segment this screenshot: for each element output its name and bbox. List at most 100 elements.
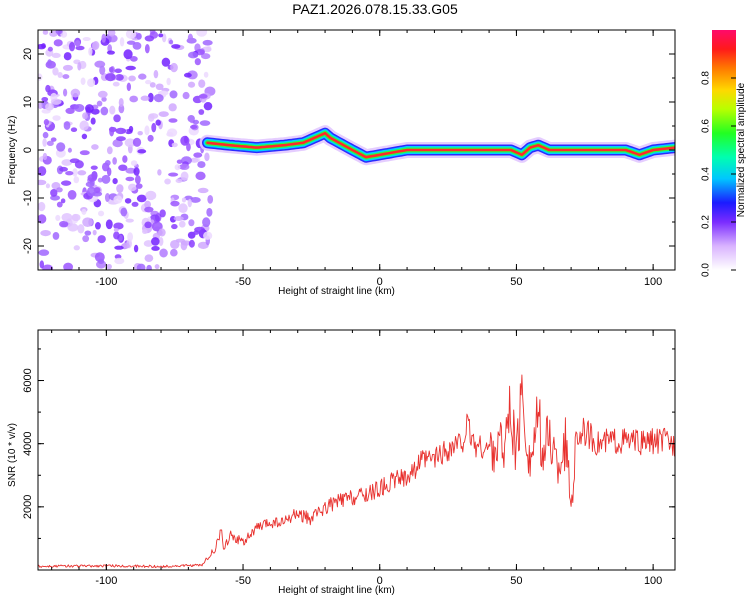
noise-blob bbox=[46, 140, 54, 147]
noise-blob bbox=[88, 47, 93, 56]
noise-blob bbox=[173, 216, 184, 221]
noise-blob bbox=[136, 32, 142, 40]
noise-blob bbox=[86, 186, 96, 197]
noise-blob bbox=[38, 43, 46, 50]
noise-blob bbox=[161, 57, 171, 67]
noise-blob bbox=[124, 198, 132, 204]
noise-blob bbox=[144, 206, 154, 213]
noise-blob bbox=[194, 58, 201, 66]
noise-blob bbox=[73, 104, 85, 112]
noise-blob bbox=[63, 88, 68, 97]
y-tick-label: 2000 bbox=[22, 495, 34, 519]
noise-blob bbox=[132, 137, 142, 147]
noise-blob bbox=[52, 67, 59, 76]
noise-blob bbox=[99, 65, 106, 75]
noise-blob bbox=[38, 73, 43, 81]
noise-blob bbox=[116, 184, 124, 194]
noise-blob bbox=[196, 30, 208, 37]
noise-blob bbox=[174, 164, 181, 171]
noise-blob bbox=[39, 260, 45, 269]
noise-blob bbox=[203, 231, 213, 240]
noise-blob bbox=[183, 72, 192, 78]
noise-blob bbox=[137, 149, 147, 154]
noise-blob bbox=[69, 158, 80, 164]
noise-blob bbox=[112, 157, 117, 165]
noise-blob bbox=[147, 113, 155, 122]
x-tick-label: -100 bbox=[95, 575, 117, 587]
noise-blob bbox=[175, 178, 183, 184]
noise-blob bbox=[105, 219, 113, 230]
x-axis-label: Height of straight line (km) bbox=[278, 286, 395, 297]
noise-blob bbox=[55, 30, 63, 35]
noise-blob bbox=[186, 142, 191, 152]
y-axis-label: Frequency (Hz) bbox=[7, 116, 18, 185]
noise-blob bbox=[60, 198, 66, 204]
colorbar-tick-label: 0.8 bbox=[701, 71, 712, 85]
noise-blob bbox=[197, 187, 209, 194]
noise-blob bbox=[158, 236, 164, 246]
noise-blob bbox=[41, 96, 49, 102]
noise-blob bbox=[91, 41, 98, 51]
noise-blob bbox=[38, 102, 43, 110]
noise-blob bbox=[65, 107, 75, 115]
noise-blob bbox=[61, 159, 73, 166]
noise-blob bbox=[190, 124, 198, 129]
noise-blob bbox=[109, 105, 116, 115]
noise-blob bbox=[113, 231, 120, 240]
colorbar-tick-label: 0.4 bbox=[701, 167, 712, 181]
noise-blob bbox=[170, 62, 178, 73]
noise-blob bbox=[147, 134, 154, 142]
noise-blob bbox=[40, 229, 51, 237]
snr-series bbox=[38, 374, 675, 569]
noise-blob bbox=[118, 104, 125, 114]
noise-blob bbox=[55, 214, 61, 221]
noise-blob bbox=[144, 125, 150, 136]
noise-blob bbox=[199, 120, 211, 126]
noise-blob bbox=[57, 72, 63, 78]
noise-blob bbox=[170, 240, 180, 249]
noise-blob bbox=[118, 97, 124, 108]
noise-blob bbox=[87, 78, 96, 87]
noise-blob bbox=[144, 221, 152, 229]
noise-blob bbox=[179, 220, 186, 228]
noise-blob bbox=[56, 142, 66, 152]
noise-blob bbox=[203, 71, 209, 78]
noise-blob bbox=[38, 201, 46, 212]
noise-blob bbox=[70, 127, 78, 133]
noise-blob bbox=[135, 183, 143, 189]
noise-blob bbox=[90, 117, 96, 125]
noise-blob bbox=[45, 183, 51, 189]
noise-blob bbox=[65, 170, 74, 176]
noise-blob bbox=[114, 245, 124, 250]
noise-blob bbox=[202, 39, 213, 46]
noise-blob bbox=[120, 207, 128, 217]
noise-blob bbox=[187, 198, 192, 208]
noise-blob bbox=[181, 197, 187, 203]
colorbar-tick-label: 0.2 bbox=[701, 215, 712, 229]
noise-blob bbox=[97, 235, 106, 244]
noise-blob bbox=[72, 168, 78, 177]
noise-blob bbox=[144, 35, 155, 42]
noise-blob bbox=[158, 228, 166, 237]
noise-blob bbox=[85, 181, 95, 188]
noise-blob bbox=[127, 232, 134, 242]
x-tick-label: -50 bbox=[235, 575, 251, 587]
noise-blob bbox=[202, 217, 211, 228]
noise-blob bbox=[180, 171, 189, 181]
noise-blob bbox=[154, 264, 160, 270]
noise-blob bbox=[84, 230, 92, 236]
noise-blob bbox=[159, 248, 168, 258]
noise-blob bbox=[133, 167, 140, 176]
y-tick-label: -10 bbox=[22, 190, 34, 206]
noise-blob bbox=[85, 104, 94, 113]
noise-blob bbox=[123, 49, 133, 60]
noise-blob bbox=[193, 152, 203, 158]
noise-blob bbox=[108, 66, 114, 73]
noise-blob bbox=[135, 174, 141, 185]
noise-blob bbox=[92, 229, 97, 236]
noise-blob bbox=[81, 133, 88, 140]
noise-blob bbox=[113, 114, 121, 123]
noise-blob bbox=[169, 39, 174, 45]
noise-blob bbox=[119, 37, 125, 47]
noise-blob bbox=[200, 53, 211, 60]
